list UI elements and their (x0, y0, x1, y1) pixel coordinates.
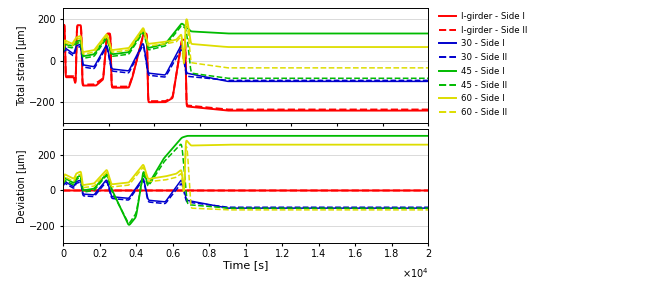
Legend: I-girder - Side I, I-girder - Side II, 30 - Side I, 30 - Side II, 45 - Side I, 4: I-girder - Side I, I-girder - Side II, 3… (436, 8, 531, 121)
Y-axis label: Deviation [μm]: Deviation [μm] (17, 149, 27, 223)
Text: $\times10^4$: $\times10^4$ (402, 266, 428, 280)
Y-axis label: Total strain [μm]: Total strain [μm] (17, 25, 27, 106)
X-axis label: Time [s]: Time [s] (223, 260, 268, 270)
